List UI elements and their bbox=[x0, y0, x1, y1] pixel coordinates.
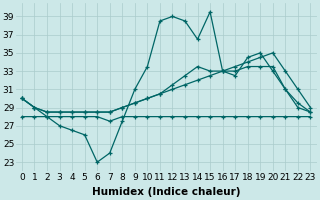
X-axis label: Humidex (Indice chaleur): Humidex (Indice chaleur) bbox=[92, 187, 240, 197]
